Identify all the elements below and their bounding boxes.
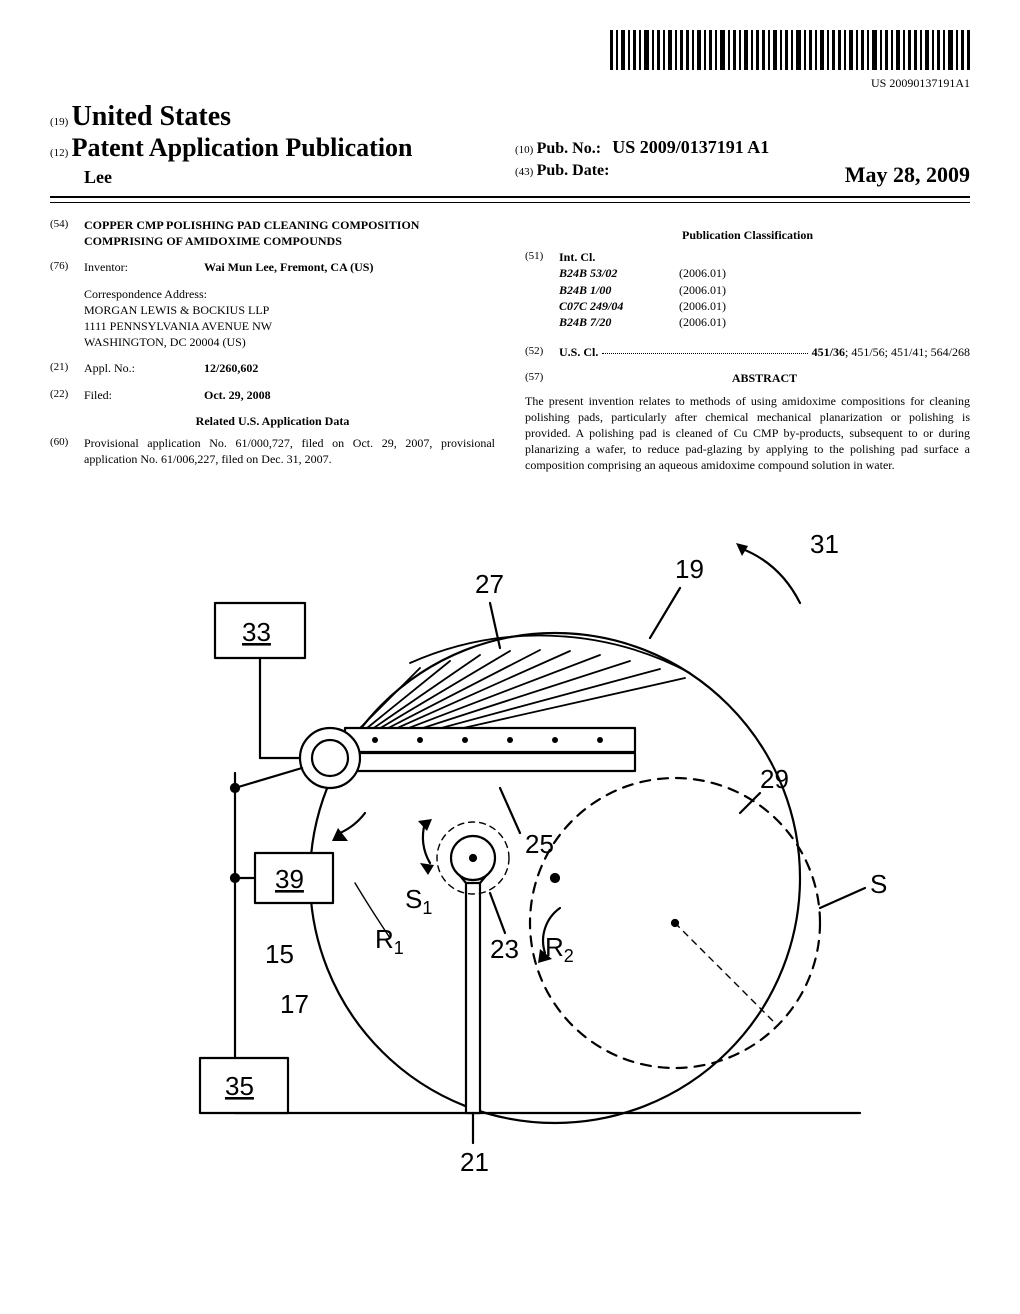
intcl-version: (2006.01) (679, 265, 726, 281)
intcl-label: Int. Cl. (559, 249, 970, 265)
fig-label-19: 19 (675, 554, 704, 584)
code-76: (76) (50, 259, 84, 275)
correspondence-line3: WASHINGTON, DC 20004 (US) (84, 334, 495, 350)
pub-classification-heading: Publication Classification (525, 227, 970, 243)
fig-label-15: 15 (265, 939, 294, 969)
intcl-version: (2006.01) (679, 314, 726, 330)
code-51: (51) (525, 249, 559, 330)
abstract-heading: ABSTRACT (559, 370, 970, 386)
provisional-text: Provisional application No. 61/000,727, … (84, 435, 495, 467)
code-10: (10) (515, 144, 533, 156)
correspondence-label: Correspondence Address: (84, 286, 495, 302)
inventor-value: Wai Mun Lee, Fremont, CA (US) (204, 259, 495, 275)
intcl-class: B24B 1/00 (559, 282, 679, 298)
fig-label-R2: R2 (545, 932, 574, 966)
intcl-version: (2006.01) (679, 282, 726, 298)
intcl-item: B24B 53/02 (2006.01) (559, 265, 970, 281)
biblio-columns: (54) COPPER CMP POLISHING PAD CLEANING C… (50, 217, 970, 473)
invention-title: COPPER CMP POLISHING PAD CLEANING COMPOS… (84, 217, 495, 249)
code-52: (52) (525, 344, 559, 360)
uscl-label: U.S. Cl. (559, 344, 598, 360)
filed-label: Filed: (84, 387, 204, 403)
filed-value: Oct. 29, 2008 (204, 387, 495, 403)
header: (19) United States (12) Patent Applicati… (50, 101, 970, 188)
inventor-label: Inventor: (84, 259, 204, 275)
fig-label-27: 27 (475, 569, 504, 599)
fig-label-39: 39 (275, 864, 304, 894)
related-data-heading: Related U.S. Application Data (50, 413, 495, 429)
country: United States (72, 101, 231, 132)
pub-date-label: Pub. Date: (537, 162, 610, 179)
code-54: (54) (50, 217, 84, 249)
dots-leader (602, 344, 807, 354)
appl-no-value: 12/260,602 (204, 360, 495, 376)
uscl-value: 451/36; 451/56; 451/41; 564/268 (812, 344, 970, 360)
fig-label-25: 25 (525, 829, 554, 859)
fig-label-23: 23 (490, 934, 519, 964)
pub-date: May 28, 2009 (845, 162, 970, 188)
code-60: (60) (50, 435, 84, 467)
intcl-version: (2006.01) (679, 298, 726, 314)
intcl-class: B24B 53/02 (559, 265, 679, 281)
correspondence-line1: MORGAN LEWIS & BOCKIUS LLP (84, 302, 495, 318)
intcl-item: B24B 7/20 (2006.01) (559, 314, 970, 330)
fig-label-21: 21 (460, 1147, 489, 1173)
publication-type: Patent Application Publication (72, 133, 413, 162)
right-column: Publication Classification (51) Int. Cl.… (525, 217, 970, 473)
appl-no-label: Appl. No.: (84, 360, 204, 376)
patent-figure: 19 31 S 29 (50, 493, 970, 1177)
inventor-header: Lee (50, 167, 505, 188)
intcl-class: B24B 7/20 (559, 314, 679, 330)
code-12: (12) (50, 147, 68, 159)
divider-thick (50, 196, 970, 198)
pub-no-label: Pub. No.: (537, 140, 601, 157)
fig-label-35: 35 (225, 1071, 254, 1101)
code-57: (57) (525, 370, 559, 386)
fig-label-S: S (870, 869, 887, 899)
code-21: (21) (50, 360, 84, 376)
pub-no: US 2009/0137191 A1 (612, 137, 769, 157)
fig-label-S1: S1 (405, 884, 432, 918)
correspondence-line2: 1111 PENNSYLVANIA AVENUE NW (84, 318, 495, 334)
abstract-text: The present invention relates to methods… (525, 393, 970, 474)
fig-label-33: 33 (242, 617, 271, 647)
intcl-item: B24B 1/00 (2006.01) (559, 282, 970, 298)
code-43: (43) (515, 166, 533, 178)
divider-thin (50, 202, 970, 203)
barcode-text: US 20090137191A1 (50, 76, 970, 91)
fig-label-R1: R1 (375, 924, 404, 958)
code-22: (22) (50, 387, 84, 403)
code-19: (19) (50, 116, 68, 128)
intcl-class: C07C 249/04 (559, 298, 679, 314)
intcl-item: C07C 249/04 (2006.01) (559, 298, 970, 314)
barcode (50, 30, 970, 74)
fig-label-31: 31 (810, 529, 839, 559)
fig-label-17: 17 (280, 989, 309, 1019)
fig-label-29: 29 (760, 764, 789, 794)
left-column: (54) COPPER CMP POLISHING PAD CLEANING C… (50, 217, 495, 473)
